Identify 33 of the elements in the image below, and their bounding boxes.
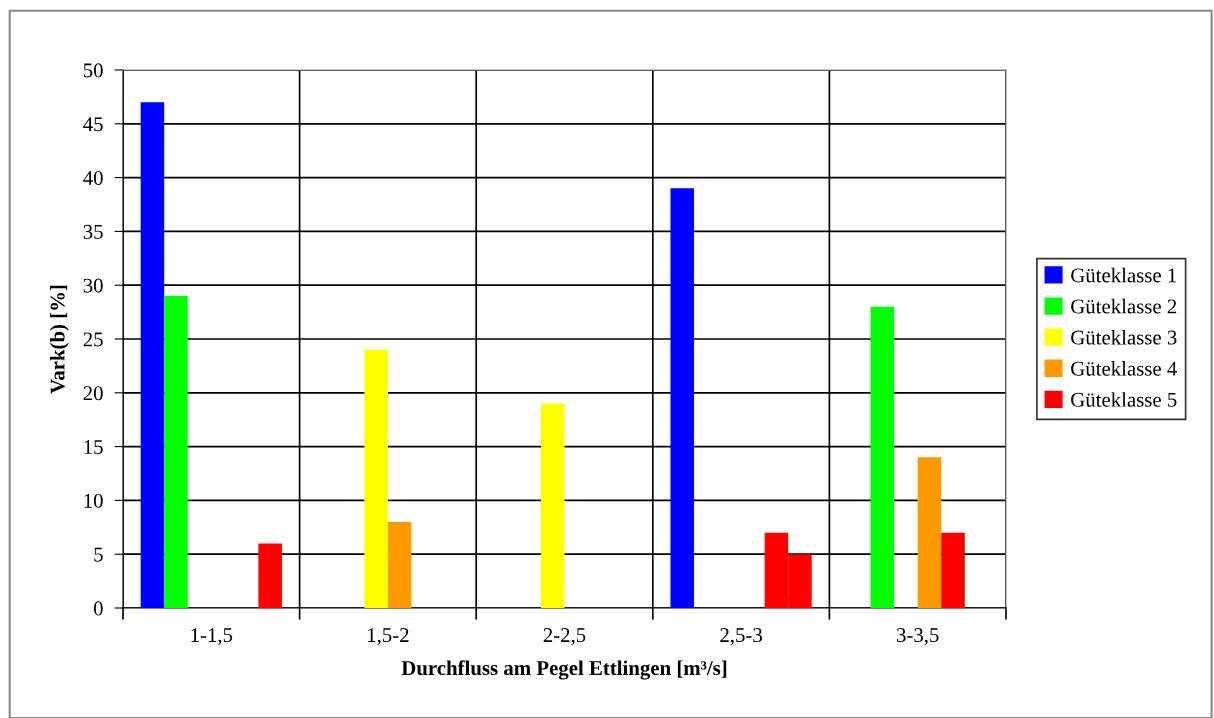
- bar: [917, 457, 942, 608]
- bar: [387, 521, 412, 608]
- bar: [870, 306, 895, 608]
- y-tick-label: 40: [83, 170, 103, 186]
- y-tick-label: 20: [83, 386, 103, 401]
- y-tick-label: 15: [84, 440, 103, 455]
- y-tick-label: 30: [83, 278, 103, 293]
- x-tick-label: 2,5-3: [720, 628, 762, 646]
- legend-label: Güteklasse 5: [1071, 392, 1177, 407]
- x-tick-label: 2-2,5: [543, 628, 586, 646]
- y-tick-label: 5: [94, 547, 103, 562]
- y-tick-label: 10: [84, 493, 103, 508]
- y-tick-label: 25: [83, 332, 103, 347]
- legend-label: Güteklasse 1: [1071, 267, 1177, 283]
- y-axis-title: Vark(b) [%]: [49, 285, 69, 394]
- bar: [941, 532, 965, 608]
- bar: [364, 349, 388, 608]
- x-tick-label: 1,5-2: [368, 628, 409, 646]
- y-tick-label: 45: [83, 117, 103, 132]
- bar: [258, 543, 282, 608]
- y-tick-label: 35: [83, 224, 103, 239]
- y-tick-label: 0: [93, 601, 103, 616]
- bar: [540, 403, 565, 608]
- y-tick-label: 50: [83, 63, 103, 78]
- bar: [670, 188, 695, 608]
- bar: [164, 295, 188, 608]
- legend-label: Güteklasse 2: [1071, 298, 1177, 314]
- x-tick-label: 1-1,5: [191, 628, 233, 646]
- bar: [140, 102, 165, 608]
- x-axis-title: Durchfluss am Pegel Ettlingen [m³/s]: [401, 660, 727, 680]
- x-tick-label: 3-3,5: [897, 628, 939, 646]
- legend-label: Güteklasse 4: [1071, 361, 1177, 376]
- legend-label: Güteklasse 3: [1071, 329, 1177, 345]
